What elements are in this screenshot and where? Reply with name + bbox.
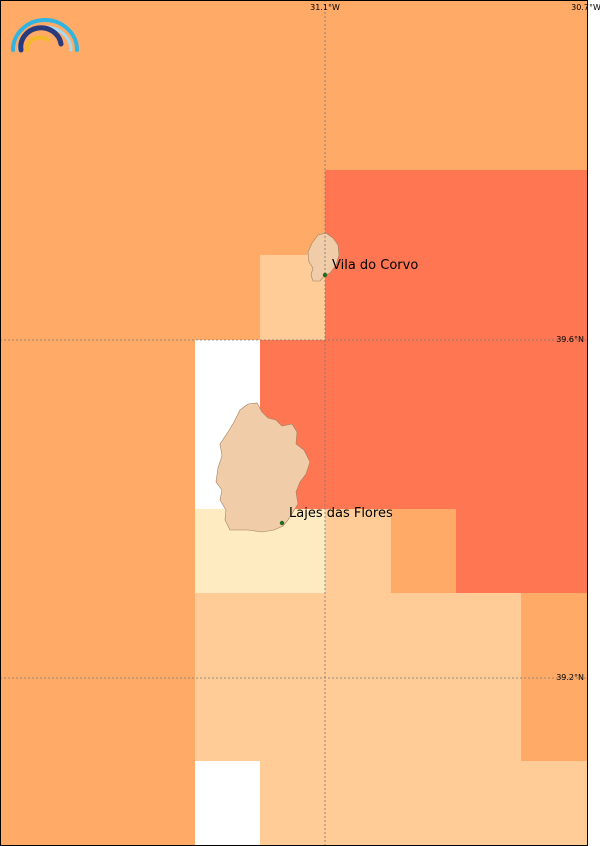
cell-bottom-light xyxy=(260,761,588,846)
lat-label-39-2n: 39.2°N xyxy=(556,673,584,682)
rainbow-logo-icon xyxy=(11,18,79,53)
corvo-island xyxy=(307,232,340,282)
place-label-lajes-das-flores: Lajes das Flores xyxy=(289,506,393,521)
cell-flores-red xyxy=(260,340,588,509)
cell-north-red xyxy=(325,170,588,340)
cell-east-red xyxy=(456,509,588,593)
flores-island xyxy=(215,402,311,533)
cell-south-light xyxy=(195,593,521,761)
place-marker-vila-do-corvo[interactable] xyxy=(322,272,328,278)
place-label-vila-do-corvo: Vila do Corvo xyxy=(332,258,418,273)
lon-label-31-1w: 31.1°W xyxy=(310,3,340,12)
cell-south-east-peach xyxy=(521,593,588,761)
place-marker-lajes-das-flores[interactable] xyxy=(279,520,285,526)
cell-peach-center xyxy=(391,509,456,593)
cell-west xyxy=(0,340,195,846)
lon-label-30-7w: 30.7°W xyxy=(571,3,600,12)
cell-light-center xyxy=(325,509,391,593)
lat-label-39-6n: 39.6°N xyxy=(556,335,584,344)
